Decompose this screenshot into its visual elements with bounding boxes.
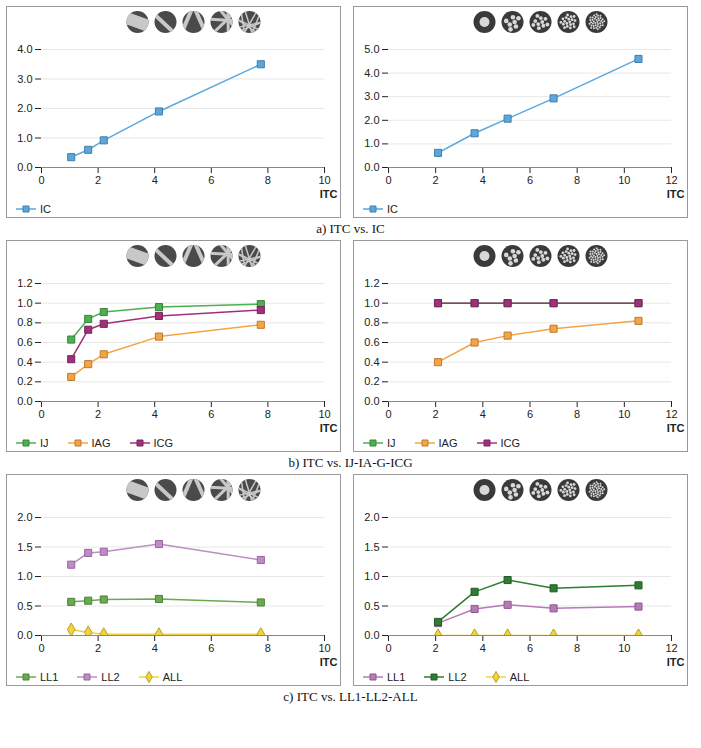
svg-text:0.8: 0.8 xyxy=(17,316,32,328)
svg-text:0.2: 0.2 xyxy=(17,375,32,387)
svg-text:0.5: 0.5 xyxy=(364,600,379,612)
svg-text:8: 8 xyxy=(265,408,271,420)
svg-text:6: 6 xyxy=(527,174,533,186)
svg-text:12: 12 xyxy=(665,408,677,420)
svg-text:6: 6 xyxy=(527,408,533,420)
svg-text:0.4: 0.4 xyxy=(364,356,379,368)
svg-text:2: 2 xyxy=(433,174,439,186)
svg-text:3.0: 3.0 xyxy=(17,73,32,85)
svg-text:4: 4 xyxy=(152,642,158,654)
html-text:IJ: IJ xyxy=(40,437,49,449)
svg-text:1.0: 1.0 xyxy=(17,132,32,144)
html-text:IAG: IAG xyxy=(91,437,111,449)
svg-text:5.0: 5.0 xyxy=(364,43,379,55)
svg-text:ITC: ITC xyxy=(320,188,338,200)
svg-text:8: 8 xyxy=(574,174,580,186)
svg-text:2: 2 xyxy=(95,174,101,186)
svg-text:10: 10 xyxy=(318,642,330,654)
svg-text:8: 8 xyxy=(574,642,580,654)
svg-text:0: 0 xyxy=(38,174,44,186)
html-text:LL1: LL1 xyxy=(40,671,59,683)
svg-text:2: 2 xyxy=(95,408,101,420)
svg-text:1.2: 1.2 xyxy=(17,277,32,289)
svg-text:0.6: 0.6 xyxy=(364,336,379,348)
html-text:LL2: LL2 xyxy=(448,671,467,683)
svg-text:0.0: 0.0 xyxy=(364,161,379,173)
svg-text:2.0: 2.0 xyxy=(364,511,379,523)
svg-text:1.5: 1.5 xyxy=(17,541,32,553)
svg-text:1.0: 1.0 xyxy=(364,570,379,582)
svg-text:2: 2 xyxy=(433,408,439,420)
svg-text:1.0: 1.0 xyxy=(364,137,379,149)
html-text:LL2: LL2 xyxy=(101,671,120,683)
svg-text:4: 4 xyxy=(480,408,486,420)
html-text:IJ: IJ xyxy=(387,437,396,449)
svg-text:4.0: 4.0 xyxy=(17,43,32,55)
svg-text:0.0: 0.0 xyxy=(17,629,32,641)
svg-text:2: 2 xyxy=(433,642,439,654)
svg-text:12: 12 xyxy=(665,174,677,186)
svg-text:4: 4 xyxy=(152,408,158,420)
svg-text:ITC: ITC xyxy=(320,656,338,668)
svg-text:0: 0 xyxy=(38,408,44,420)
svg-text:0.6: 0.6 xyxy=(17,336,32,348)
svg-text:0.0: 0.0 xyxy=(364,395,379,407)
html-text:ICG: ICG xyxy=(500,437,521,449)
svg-text:0.4: 0.4 xyxy=(17,356,32,368)
svg-text:0.0: 0.0 xyxy=(17,161,32,173)
svg-text:8: 8 xyxy=(574,408,580,420)
html-text:c) ITC vs. LL1-LL2-ALL: c) ITC vs. LL1-LL2-ALL xyxy=(283,689,418,704)
svg-text:6: 6 xyxy=(208,408,214,420)
html-text:IC: IC xyxy=(40,203,51,215)
html-text:ALL: ALL xyxy=(162,671,183,683)
svg-text:12: 12 xyxy=(665,642,677,654)
svg-text:8: 8 xyxy=(265,174,271,186)
svg-text:ITC: ITC xyxy=(667,188,685,200)
svg-text:10: 10 xyxy=(618,408,630,420)
svg-text:0.0: 0.0 xyxy=(364,629,379,641)
svg-text:1.0: 1.0 xyxy=(364,297,379,309)
svg-text:0: 0 xyxy=(38,642,44,654)
svg-text:2.0: 2.0 xyxy=(364,114,379,126)
svg-text:2: 2 xyxy=(95,642,101,654)
svg-text:10: 10 xyxy=(318,174,330,186)
svg-text:4: 4 xyxy=(152,174,158,186)
svg-text:6: 6 xyxy=(208,642,214,654)
svg-text:4: 4 xyxy=(480,174,486,186)
svg-text:0.8: 0.8 xyxy=(364,316,379,328)
svg-text:3.0: 3.0 xyxy=(364,90,379,102)
svg-text:6: 6 xyxy=(208,174,214,186)
html-text:IC: IC xyxy=(387,203,398,215)
svg-text:10: 10 xyxy=(318,408,330,420)
html-text:LL1: LL1 xyxy=(387,671,406,683)
svg-text:10: 10 xyxy=(618,642,630,654)
svg-text:ITC: ITC xyxy=(667,656,685,668)
svg-text:0: 0 xyxy=(385,642,391,654)
svg-text:4: 4 xyxy=(480,642,486,654)
svg-text:2.0: 2.0 xyxy=(17,102,32,114)
svg-text:4.0: 4.0 xyxy=(364,67,379,79)
svg-text:8: 8 xyxy=(265,642,271,654)
html-text:ICG: ICG xyxy=(153,437,174,449)
svg-text:0: 0 xyxy=(385,174,391,186)
svg-text:0.5: 0.5 xyxy=(17,600,32,612)
svg-text:6: 6 xyxy=(527,642,533,654)
svg-text:0.0: 0.0 xyxy=(17,395,32,407)
html-text:b) ITC vs. IJ-IA-G-ICG: b) ITC vs. IJ-IA-G-ICG xyxy=(288,455,413,470)
svg-text:ITC: ITC xyxy=(667,422,685,434)
svg-text:0.2: 0.2 xyxy=(364,375,379,387)
svg-text:1.2: 1.2 xyxy=(364,277,379,289)
svg-text:2.0: 2.0 xyxy=(17,511,32,523)
svg-text:ITC: ITC xyxy=(320,422,338,434)
html-text:IAG: IAG xyxy=(438,437,458,449)
svg-text:10: 10 xyxy=(618,174,630,186)
html-text:ALL: ALL xyxy=(509,671,530,683)
svg-text:1.0: 1.0 xyxy=(17,570,32,582)
svg-text:1.5: 1.5 xyxy=(364,541,379,553)
svg-text:1.0: 1.0 xyxy=(17,297,32,309)
html-text:a) ITC vs. IC: a) ITC vs. IC xyxy=(316,221,385,236)
svg-text:0: 0 xyxy=(385,408,391,420)
